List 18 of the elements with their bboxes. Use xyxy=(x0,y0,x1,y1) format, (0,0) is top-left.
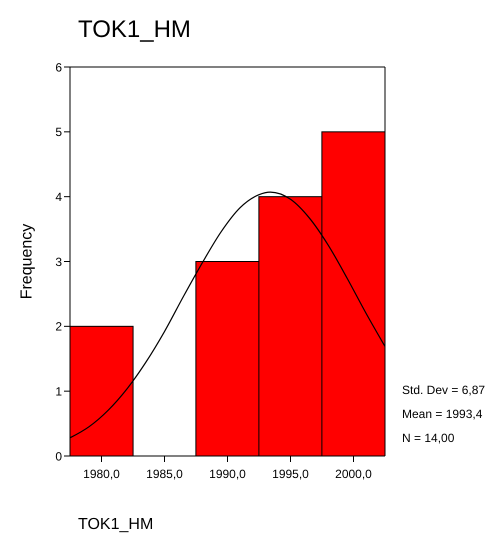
chart-title: TOK1_HM xyxy=(78,16,191,44)
x-tick-label: 2000,0 xyxy=(335,467,372,481)
y-axis-title: Frequency xyxy=(18,224,36,300)
x-tick-label: 1985,0 xyxy=(146,467,184,481)
x-tick-label: 1980,0 xyxy=(83,467,120,481)
y-tick-label: 2 xyxy=(55,320,62,334)
y-tick-label: 1 xyxy=(55,384,62,398)
text: Std. Dev = 6,87 xyxy=(402,382,486,399)
x-tick-label: 1990,0 xyxy=(209,467,246,481)
y-tick-label: 6 xyxy=(55,60,62,74)
x-tick-label: 1995,0 xyxy=(272,467,310,481)
text: Mean = 1993,4 xyxy=(402,406,484,423)
y-tick-label: 5 xyxy=(55,125,62,140)
x-axis-title: TOK1_HM xyxy=(78,516,154,534)
y-tick-label: 4 xyxy=(55,190,62,204)
y-tick-label: 3 xyxy=(55,254,62,269)
y-tick-label: 0 xyxy=(55,449,62,464)
text: N = 14,00 xyxy=(402,430,456,447)
